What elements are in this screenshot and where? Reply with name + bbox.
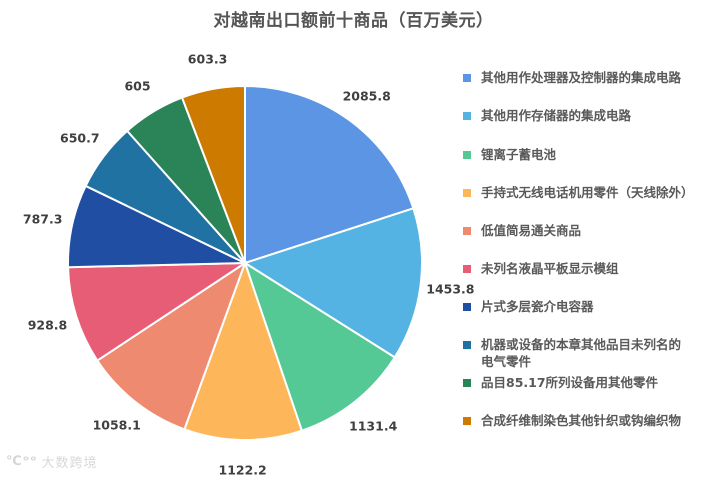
legend-label: 手持式无线电话机用零件（天线除外） <box>481 185 694 200</box>
pie-slice[interactable] <box>244 84 415 265</box>
slice-value-label: 928.8 <box>27 317 68 333</box>
legend-swatch <box>463 227 471 235</box>
slice-value-label: 603.3 <box>187 51 228 67</box>
legend-label: 未列名液晶平板显示模组 <box>481 261 619 276</box>
legend-swatch <box>463 265 471 273</box>
legend-item[interactable]: 其他用作处理器及控制器的集成电路 <box>463 69 698 86</box>
slice-value-label: 1131.4 <box>349 418 398 434</box>
legend-swatch <box>463 417 471 425</box>
slice-value-label: 787.3 <box>22 211 63 227</box>
slice-value-label: 605 <box>124 78 151 94</box>
pie-slice[interactable] <box>242 207 423 359</box>
legend-label: 其他用作处理器及控制器的集成电路 <box>481 70 682 85</box>
legend-swatch <box>463 303 471 311</box>
legend-label: 低值简易通关商品 <box>481 223 582 238</box>
chart-title: 对越南出口额前十商品（百万美元） <box>213 11 494 31</box>
legend-item[interactable]: 锂离子蓄电池 <box>463 146 698 163</box>
pie-slice[interactable] <box>243 260 397 432</box>
legend-label: 锂离子蓄电池 <box>481 147 557 162</box>
legend-swatch <box>463 112 471 120</box>
legend-item[interactable]: 品目85.17所列设备用其他零件 <box>463 374 698 391</box>
legend-swatch <box>463 379 471 387</box>
legend-item[interactable]: 其他用作存储器的集成电路 <box>463 107 698 124</box>
legend-label: 机器或设备的本章其他品目未列名的电气零件 <box>481 337 682 369</box>
legend-item[interactable]: 低值简易通关商品 <box>463 222 698 239</box>
pie-slice[interactable] <box>95 260 247 431</box>
legend-swatch <box>463 189 471 197</box>
legend-swatch <box>463 151 471 159</box>
legend-label: 片式多层瓷介电容器 <box>481 299 594 314</box>
slice-value-label: 1453.8 <box>426 281 475 297</box>
slice-value-label: 1122.2 <box>218 462 267 478</box>
legend-item[interactable]: 未列名液晶平板显示模组 <box>463 260 698 277</box>
watermark-text: 大数跨境 <box>41 456 98 471</box>
legend-swatch <box>463 74 471 82</box>
legend-label: 合成纤维制染色其他针织或钩编织物 <box>481 413 682 428</box>
legend-swatch <box>463 341 471 349</box>
legend-item[interactable]: 片式多层瓷介电容器 <box>463 298 698 315</box>
watermark-logo-icon: ℃ᵒᵒ <box>6 454 38 469</box>
legend-label: 品目85.17所列设备用其他零件 <box>481 375 659 390</box>
legend-label: 其他用作存储器的集成电路 <box>481 108 632 123</box>
slice-value-label: 2085.8 <box>342 88 391 104</box>
slice-value-label: 1058.1 <box>92 417 141 433</box>
slice-value-label: 650.7 <box>60 130 100 146</box>
legend-item[interactable]: 机器或设备的本章其他品目未列名的电气零件 <box>463 336 698 370</box>
pie-slice[interactable] <box>67 261 249 362</box>
pie-slice[interactable] <box>180 84 246 264</box>
legend-item[interactable]: 合成纤维制染色其他针织或钩编织物 <box>463 412 698 429</box>
watermark: ℃ᵒᵒ 大数跨境 <box>6 452 97 471</box>
legend-item[interactable]: 手持式无线电话机用零件（天线除外） <box>463 184 698 201</box>
pie-slice[interactable] <box>183 259 304 441</box>
